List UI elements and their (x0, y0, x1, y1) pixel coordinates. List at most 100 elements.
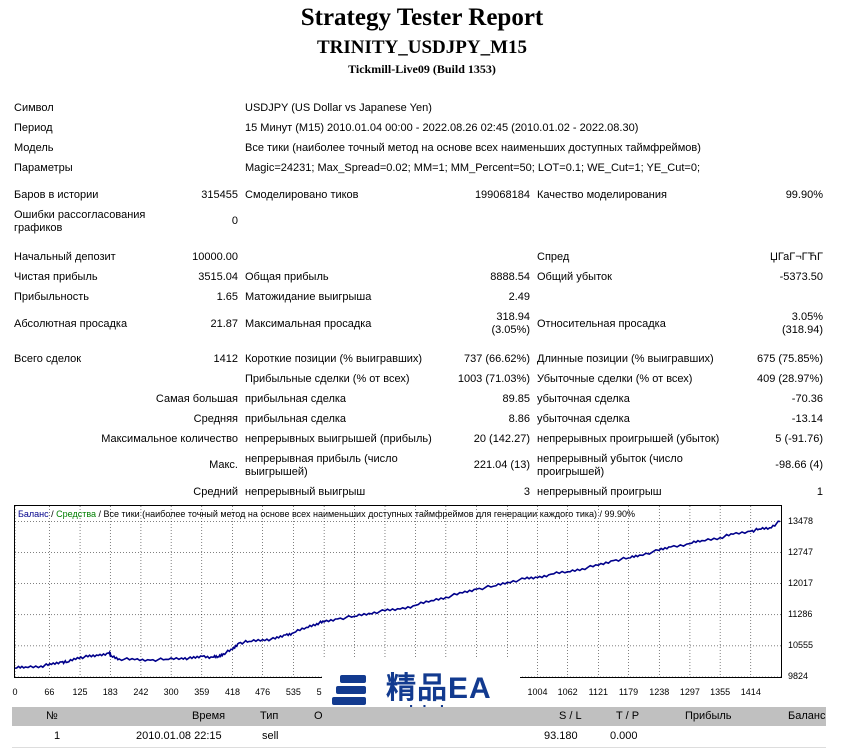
maxcons-losses-label: непрерывных проигрышей (убыток) (537, 433, 720, 445)
pf-label: Прибыльность (14, 291, 89, 303)
legend-separator: / (48, 509, 57, 519)
col-type: Тип (260, 710, 279, 722)
maxcons-profit-label: непрерывная прибыль (число выигрышей) (245, 453, 398, 478)
ticks-value: 199068184 (474, 189, 530, 201)
largest-profit-value: 89.85 (502, 393, 530, 405)
avg-label: Средняя (193, 413, 238, 425)
symbol-label: Символ (14, 102, 54, 114)
x-tick-label: 418 (225, 687, 241, 697)
avgcons-wins-value: 3 (523, 486, 530, 498)
maxcons-loss-label: непрерывный убыток (число проигрышей) (537, 453, 683, 478)
symbol-value: USDJPY (US Dollar vs Japanese Yen) (245, 102, 432, 114)
netprofit-label: Чистая прибыль (14, 271, 98, 283)
reldd-value: 3.05% (791, 311, 823, 323)
mismatch-value: 0 (231, 215, 238, 227)
x-tick-label: 1355 (710, 687, 731, 697)
trades-header: № Время Тип О S / L T / P Прибыль Баланс (12, 707, 826, 726)
col-sl: S / L (559, 710, 582, 722)
balance-line (15, 520, 781, 669)
deposit-label: Начальный депозит (14, 251, 116, 263)
largest-profit-label: прибыльная сделка (245, 393, 347, 405)
maxcount-label: Максимальное количество (101, 433, 238, 445)
report-title: Strategy Tester Report (300, 4, 544, 31)
avg-profit-label: прибыльная сделка (245, 413, 347, 425)
x-tick-label: 125 (72, 687, 88, 697)
quality-value: 99.90% (785, 189, 823, 201)
profittrades-value: 1003 (71.03%) (457, 373, 530, 385)
spread-label: Спред (537, 251, 570, 263)
x-tick-label: 1121 (588, 687, 609, 697)
x-tick-label: 1414 (740, 687, 761, 697)
bars-value: 315455 (201, 189, 238, 201)
chart-legend: Баланс / Средства / Все тики (наиболее т… (18, 509, 635, 519)
legend-model: Все тики (наиболее точный метод на основ… (103, 509, 636, 519)
watermark-name: 精品EA (386, 672, 492, 705)
spread-value: ЏГаГ¬ГЋГ (769, 251, 823, 263)
params-label: Параметры (14, 162, 73, 174)
maxdd-percent: (3.05%) (491, 324, 530, 336)
avgcons-losses-value: 1 (816, 486, 823, 498)
avg-loss-value: -13.14 (791, 413, 823, 425)
chart-plot (15, 506, 781, 677)
period-label: Период (14, 122, 53, 134)
mismatch-label: Ошибки рассогласования графиков (14, 209, 146, 234)
y-tick-label: 9824 (788, 671, 809, 681)
stack-logo-icon (332, 675, 366, 705)
params-value: Magic=24231; Max_Spread=0.02; MM=1; MM_P… (245, 162, 701, 174)
maxcons-profit-value: 221.04 (13) (473, 459, 530, 471)
long-label: Длинные позиции (% выигравших) (537, 353, 714, 365)
bars-label: Баров в истории (14, 189, 99, 201)
model-value: Все тики (наиболее точный метод на основ… (245, 142, 701, 154)
row-num: 1 (54, 730, 61, 742)
x-tick-label: 535 (285, 687, 301, 697)
y-tick-label: 10555 (788, 639, 814, 650)
balance-chart: Баланс / Средства / Все тики (наиболее т… (14, 505, 782, 678)
row-time: 2010.01.08 22:15 (136, 730, 222, 742)
col-tp: T / P (616, 710, 640, 722)
col-num: № (46, 710, 58, 722)
x-tick-label: 1179 (618, 687, 639, 697)
server-build: Tickmill-Live09 (Build 1353) (348, 62, 496, 76)
expert-name: TRINITY_USDJPY_M15 (316, 37, 528, 58)
quality-label: Качество моделирования (537, 189, 667, 201)
x-tick-label: 1238 (649, 687, 670, 697)
absdd-value: 21.87 (210, 318, 238, 330)
max-label: Макс. (209, 459, 238, 471)
period-value: 15 Минут (M15) 2010.01.04 00:00 - 2022.0… (245, 122, 639, 134)
x-tick-label: 66 (44, 687, 55, 697)
x-tick-label: 242 (133, 687, 149, 697)
trades-table: № Время Тип О S / L T / P Прибыль Баланс… (12, 707, 826, 748)
maxcons-wins-label: непрерывных выигрышей (прибыль) (245, 433, 432, 445)
long-value: 675 (75.85%) (756, 353, 823, 365)
x-tick-label: 476 (255, 687, 271, 697)
y-tick-label: 11286 (788, 608, 813, 619)
short-label: Короткие позиции (% выигравших) (245, 353, 423, 365)
avg-profit-value: 8.86 (508, 413, 530, 425)
largest-label: Самая большая (155, 393, 238, 405)
col-order: О (314, 710, 323, 722)
reldd-amount: (318.94) (782, 324, 823, 336)
payoff-label: Матожидание выигрыша (245, 291, 372, 303)
row-sl: 93.180 (544, 730, 578, 742)
x-tick-label: 183 (102, 687, 118, 697)
x-tick-label: 359 (194, 687, 210, 697)
x-tick-label: 1004 (527, 687, 548, 697)
losstrades-value: 409 (28.97%) (756, 373, 823, 385)
y-tick-label: 12747 (788, 546, 814, 557)
y-tick-label: 12017 (788, 577, 814, 588)
grossprofit-value: 8888.54 (490, 271, 530, 283)
grossprofit-label: Общая прибыль (245, 271, 329, 283)
grossloss-value: -5373.50 (779, 271, 823, 283)
avgcons-wins-label: непрерывный выигрыш (245, 486, 366, 498)
avgcons-losses-label: непрерывный проигрыш (537, 486, 662, 498)
deposit-value: 10000.00 (192, 251, 238, 263)
losstrades-label: Убыточные сделки (% от всех) (537, 373, 693, 385)
maxdd-label: Максимальная просадка (245, 318, 372, 330)
maxdd-value: 318.94 (496, 311, 530, 323)
pf-value: 1.65 (216, 291, 238, 303)
grossloss-label: Общий убыток (537, 271, 612, 283)
x-tick-label: 0 (12, 687, 18, 697)
row-tp: 0.000 (610, 730, 638, 742)
table-row: 1 2010.01.08 22:15 sell 93.180 0.000 (12, 726, 826, 748)
col-time: Время (192, 710, 226, 722)
